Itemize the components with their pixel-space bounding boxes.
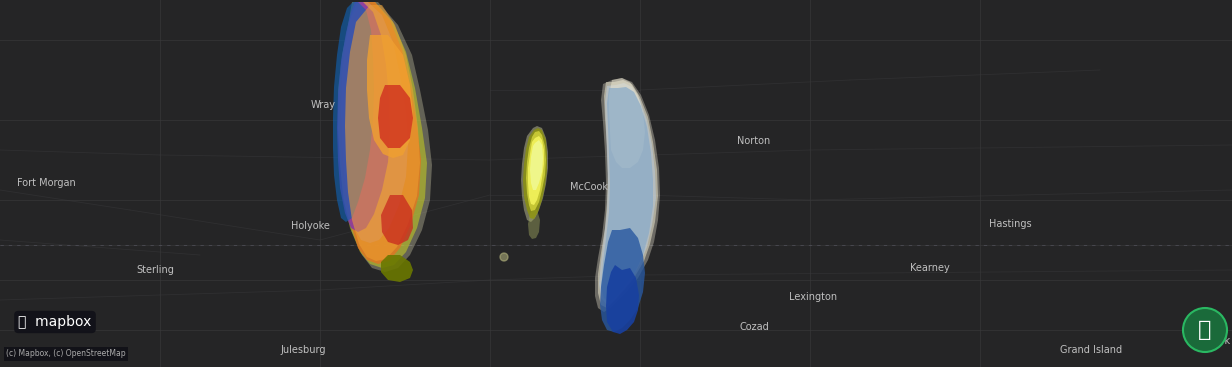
- Polygon shape: [367, 35, 413, 158]
- Polygon shape: [530, 140, 543, 190]
- Polygon shape: [601, 87, 653, 302]
- Text: ⦿  mapbox: ⦿ mapbox: [18, 315, 91, 329]
- Polygon shape: [333, 2, 375, 222]
- Polygon shape: [598, 80, 658, 308]
- Polygon shape: [606, 265, 639, 334]
- Circle shape: [500, 253, 508, 261]
- Text: Norton: Norton: [738, 136, 770, 146]
- Polygon shape: [600, 228, 646, 332]
- Polygon shape: [609, 78, 646, 168]
- Polygon shape: [338, 2, 428, 268]
- Polygon shape: [381, 195, 413, 245]
- Polygon shape: [340, 2, 421, 264]
- Circle shape: [1183, 308, 1227, 352]
- Text: Fort Morgan: Fort Morgan: [17, 178, 76, 189]
- Polygon shape: [529, 136, 545, 205]
- Polygon shape: [595, 78, 660, 312]
- Text: Cozad: Cozad: [739, 321, 769, 332]
- Polygon shape: [345, 5, 420, 261]
- Text: Lexington: Lexington: [788, 292, 838, 302]
- Text: Holyoke: Holyoke: [291, 221, 330, 231]
- Text: ⦵: ⦵: [1199, 320, 1212, 340]
- Text: York: York: [1210, 336, 1230, 346]
- Text: McCook: McCook: [570, 182, 607, 192]
- Polygon shape: [381, 255, 413, 282]
- Text: Hastings: Hastings: [989, 219, 1031, 229]
- Text: Kearney: Kearney: [910, 263, 950, 273]
- Polygon shape: [529, 210, 540, 239]
- Polygon shape: [526, 131, 546, 211]
- Polygon shape: [338, 2, 391, 232]
- Text: Julesburg: Julesburg: [281, 345, 325, 356]
- Polygon shape: [378, 85, 413, 148]
- Text: (c) Mapbox, (c) OpenStreetMap: (c) Mapbox, (c) OpenStreetMap: [6, 349, 126, 359]
- Polygon shape: [338, 2, 432, 272]
- Text: Grand Island: Grand Island: [1061, 345, 1122, 356]
- Text: Sterling: Sterling: [137, 265, 174, 275]
- Polygon shape: [599, 83, 655, 304]
- Polygon shape: [524, 128, 547, 219]
- Polygon shape: [341, 2, 408, 243]
- Polygon shape: [521, 126, 548, 222]
- Text: Wray: Wray: [310, 99, 335, 110]
